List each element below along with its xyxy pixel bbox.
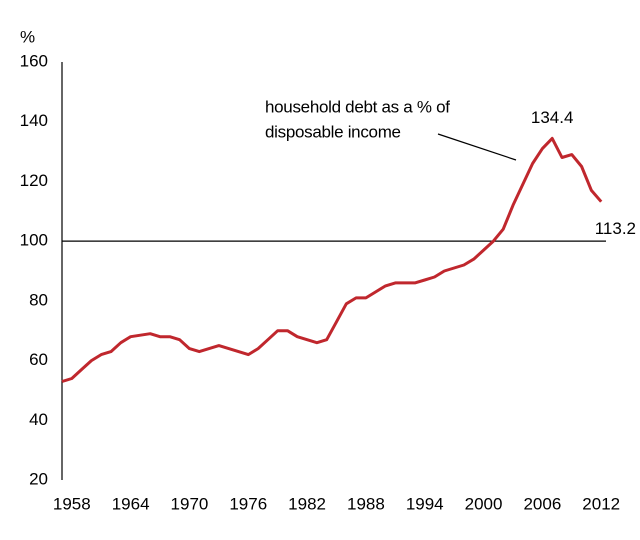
y-tick-label: 160 — [20, 51, 48, 70]
annotation: disposable income — [265, 122, 401, 141]
y-axis-label: % — [20, 27, 35, 46]
y-tick-label: 120 — [20, 171, 48, 190]
y-tick-label: 80 — [29, 290, 48, 309]
y-tick-label: 60 — [29, 350, 48, 369]
leader-line — [437, 133, 517, 161]
x-tick-label: 1988 — [347, 494, 385, 513]
y-tick-label: 20 — [29, 469, 48, 488]
x-tick-label: 1982 — [288, 494, 326, 513]
data-label: 113.2 — [595, 219, 636, 238]
data-label: 134.4 — [531, 108, 574, 127]
x-tick-label: 2000 — [465, 494, 503, 513]
x-tick-label: 1958 — [53, 494, 91, 513]
annotation: household debt as a % of — [265, 97, 450, 116]
line — [61, 136, 603, 383]
y-tick-label: 40 — [29, 410, 48, 429]
x-tick-label: 1976 — [229, 494, 267, 513]
x-tick-label: 1964 — [112, 494, 150, 513]
y-tick-label: 140 — [20, 111, 48, 130]
y-tick-label: 100 — [20, 231, 48, 250]
x-tick-label: 1994 — [406, 494, 444, 513]
x-tick-label: 2006 — [523, 494, 561, 513]
x-tick-label: 2012 — [582, 494, 620, 513]
x-tick-label: 1970 — [171, 494, 209, 513]
